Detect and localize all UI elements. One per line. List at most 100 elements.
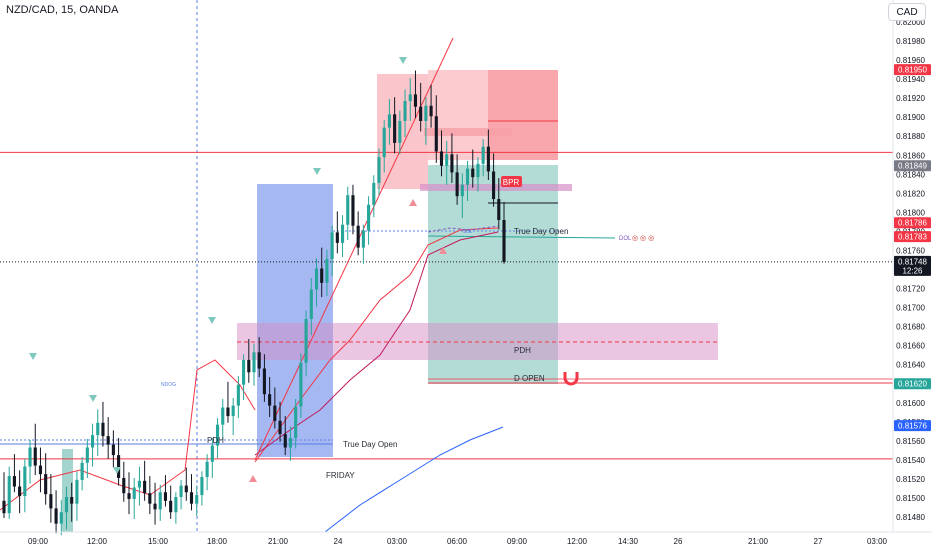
price-tick-label: 0.81680: [896, 323, 925, 332]
price-badge-countdown: 12:26: [902, 266, 923, 275]
price-axis[interactable]: 0.82000 0.81980 0.81960 0.81940 0.81920 0.819…: [892, 0, 926, 532]
price-badge-label: 0.81783: [898, 233, 927, 242]
candle-body: [54, 508, 58, 524]
candle-body: [64, 497, 69, 513]
candle-body: [252, 352, 256, 373]
price-badge-label: 0.81620: [898, 380, 927, 389]
candle-body: [236, 384, 240, 406]
candle-body: [387, 114, 391, 128]
candle-body: [403, 101, 407, 121]
candle-body: [90, 435, 95, 448]
candle-body: [481, 146, 485, 164]
time-tick-label: 09:00: [28, 537, 49, 546]
candle-body: [70, 497, 74, 504]
candle-body: [476, 163, 480, 178]
bpr-label: BPR: [503, 178, 520, 187]
candle-body: [169, 500, 173, 513]
down-triangle-marker: [113, 467, 121, 474]
dol-icons: ◎ ◎ ◎: [632, 235, 654, 242]
candle-body: [38, 465, 43, 475]
candle-body: [44, 474, 48, 495]
price-tick-label: 0.81600: [896, 399, 925, 408]
dol-line: [427, 235, 616, 239]
price-tick-label: 0.81700: [896, 304, 925, 313]
up-triangle-marker: [409, 199, 417, 206]
true-day-open-label-left: True Day Open: [343, 440, 397, 449]
candle-body: [424, 105, 428, 121]
price-tick-label: 0.82000: [896, 18, 925, 27]
price-badge: [894, 160, 931, 172]
price-tick-label: 0.81540: [896, 456, 925, 465]
price-badge: [894, 64, 931, 76]
price-tick-label: 0.81760: [896, 246, 925, 255]
candle-body: [413, 94, 418, 107]
candle-body: [283, 434, 287, 448]
down-triangle-marker: [208, 317, 216, 324]
candle-body: [153, 503, 157, 510]
candle-body: [419, 106, 423, 121]
price-tick-label: 0.81840: [896, 170, 925, 179]
candle-body: [2, 500, 6, 514]
candle-body: [137, 480, 141, 488]
price-tick-label: 0.81500: [896, 494, 925, 503]
candle-body: [158, 492, 162, 510]
up-triangle-marker: [439, 247, 447, 254]
pdh-label-right: PDH: [514, 346, 531, 355]
price-badge: [894, 255, 931, 276]
price-tick-label: 0.81980: [896, 37, 925, 46]
down-triangle-marker: [399, 57, 407, 64]
label-layer: BPR True Day Open DOL ◎ ◎ ◎ PDH D OPEN True Da…: [161, 176, 654, 480]
pdh-label-left: PDH: [207, 436, 224, 445]
price-badge-label: 0.81950: [898, 66, 927, 75]
candle-body: [450, 154, 454, 173]
candle-body: [18, 486, 22, 497]
candle-body: [455, 172, 459, 197]
candle-body: [382, 127, 386, 158]
candle-body: [195, 495, 199, 504]
bpr-badge: [501, 176, 522, 187]
candle-body: [132, 487, 136, 499]
price-tick-label: 0.81960: [896, 56, 925, 65]
candle-body: [33, 447, 37, 466]
price-badge-label: 0.81786: [898, 219, 927, 228]
time-tick-label: 15:00: [148, 537, 169, 546]
friday-label: FRIDAY: [326, 471, 355, 480]
candle-body: [179, 485, 183, 498]
candle-body: [106, 436, 110, 445]
red-zone-b: [428, 70, 558, 160]
candle-body: [361, 230, 365, 248]
candle-body: [122, 477, 126, 494]
candle-body: [408, 94, 412, 102]
candle-body: [210, 445, 214, 462]
candle-body: [299, 362, 303, 407]
ma-line-red-left: [0, 359, 256, 511]
candle-body: [288, 437, 293, 448]
candle-body: [393, 114, 397, 143]
price-tick-label: 0.81880: [896, 132, 925, 141]
red-strip: [424, 128, 512, 136]
candle-body: [304, 319, 308, 363]
candle-body: [148, 493, 152, 504]
price-tick-label: 0.81800: [896, 208, 925, 217]
time-tick-label: 09:00: [507, 537, 528, 546]
candle-body: [372, 182, 376, 205]
candle-body: [262, 368, 266, 395]
candle-body: [226, 407, 230, 417]
time-axis[interactable]: 09:00 12:00 15:00 18:00 21:00 24 03:00 06:00 09:…: [0, 531, 932, 546]
d-open-label: D OPEN: [514, 374, 545, 383]
candle-body: [127, 493, 131, 499]
price-badge: [894, 378, 931, 390]
candle-body: [174, 497, 178, 513]
currency-button[interactable]: CAD: [888, 3, 926, 21]
candle-body: [75, 479, 79, 504]
candle-body: [471, 168, 475, 178]
candle-body: [184, 485, 188, 493]
candle-body: [12, 476, 16, 487]
price-tick-label: 0.81640: [896, 361, 925, 370]
price-tick-label: 0.81920: [896, 94, 925, 103]
pink-zone-bpr: [420, 184, 572, 191]
candle-body: [189, 492, 194, 504]
candle-body: [367, 204, 371, 231]
price-tick-label: 0.81900: [896, 113, 925, 122]
